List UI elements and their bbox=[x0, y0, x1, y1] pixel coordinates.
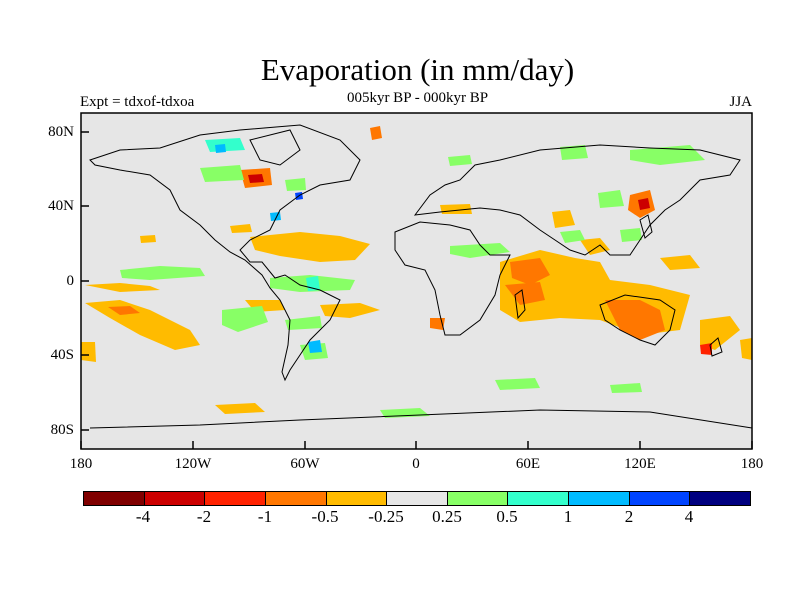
colorbar-swatch bbox=[629, 492, 691, 505]
colorbar-swatch bbox=[508, 492, 570, 505]
lon-label-180w: 180 bbox=[69, 456, 93, 472]
season-label: JJA bbox=[729, 94, 752, 110]
colorbar-label: -4 bbox=[135, 507, 151, 526]
lon-label-60w: 60W bbox=[290, 456, 320, 472]
colorbar-label: -0.25 bbox=[368, 507, 404, 526]
axis-ticks bbox=[80, 131, 753, 449]
lon-label-120e: 120E bbox=[624, 456, 656, 472]
map-subtitle: 005kyr BP - 000kyr BP bbox=[346, 90, 489, 106]
lon-label-0: 0 bbox=[412, 456, 420, 472]
lon-label-180e: 180 bbox=[740, 456, 764, 472]
colorbar-label: 0.5 bbox=[496, 507, 518, 526]
map-background bbox=[81, 113, 752, 449]
lon-label-120w: 120W bbox=[174, 456, 212, 472]
colorbar-label: -1 bbox=[257, 507, 273, 526]
lat-label-80n: 80N bbox=[48, 124, 74, 140]
experiment-label: Expt = tdxof-tdxoa bbox=[80, 94, 195, 110]
colorbar-label: -2 bbox=[196, 507, 212, 526]
lat-label-40s: 40S bbox=[50, 347, 74, 363]
colorbar-swatch bbox=[387, 492, 448, 505]
lat-label-0: 0 bbox=[66, 273, 75, 289]
colorbar-label: 1 bbox=[563, 507, 573, 526]
colorbar-label: -0.5 bbox=[311, 507, 339, 526]
colorbar-swatch bbox=[447, 492, 509, 505]
colorbar-swatch bbox=[84, 492, 145, 505]
colorbar-swatch bbox=[326, 492, 388, 505]
colorbar-swatch bbox=[205, 492, 266, 505]
colorbar-swatch bbox=[144, 492, 206, 505]
colorbar-label: 2 bbox=[624, 507, 634, 526]
colorbar bbox=[83, 491, 751, 506]
colorbar-swatch bbox=[690, 492, 751, 505]
lat-label-40n: 40N bbox=[48, 198, 74, 214]
lon-label-60e: 60E bbox=[515, 456, 541, 472]
colorbar-swatch bbox=[569, 492, 630, 505]
coastlines bbox=[89, 124, 753, 429]
map-title: Evaporation (in mm/day) bbox=[260, 52, 575, 87]
lat-label-80s: 80S bbox=[50, 422, 74, 438]
colorbar-label: 4 bbox=[684, 507, 694, 526]
colorbar-swatch bbox=[265, 492, 327, 505]
colorbar-label: 0.25 bbox=[432, 507, 462, 526]
